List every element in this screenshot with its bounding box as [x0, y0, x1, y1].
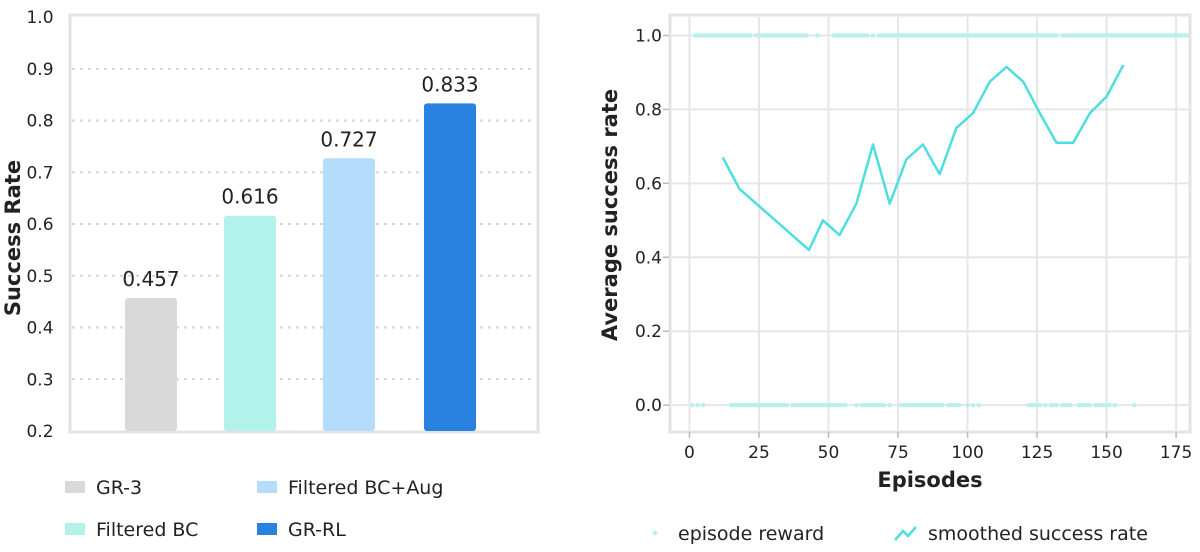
episode-reward-point: [970, 402, 976, 408]
bar-legend-label: GR-RL: [288, 519, 346, 541]
episode-reward-point: [815, 33, 820, 38]
episode-reward-point: [804, 33, 809, 38]
episode-reward-point: [1087, 402, 1093, 408]
episode-reward-point: [965, 402, 970, 408]
bar-y-tick-label: 0.2: [26, 422, 53, 442]
bar-chart: 0.20.30.40.50.60.70.80.91.0 0.4570.6160.…: [1, 8, 540, 541]
episode-reward-point: [865, 33, 870, 38]
line-grid: [663, 17, 1190, 438]
line-y-tick-labels: 0.0 0.2 0.4 0.6 0.8 1.0: [635, 26, 662, 416]
bar-legend-swatch: [65, 481, 85, 493]
smoothed-success-series: [721, 64, 1125, 252]
line-x-tick-labels: 0 25 50 75 100 125 150 175: [684, 443, 1192, 463]
episode-reward-point: [940, 402, 945, 408]
line-x-tick-label: 125: [1021, 443, 1053, 463]
episode-reward-point: [842, 402, 848, 408]
bar-y-tick-label: 0.7: [26, 163, 53, 183]
line-x-tick-label: 50: [818, 443, 840, 463]
bar: [125, 298, 177, 431]
bar-legend-label: GR-3: [96, 477, 142, 499]
episode-reward-point: [887, 402, 892, 408]
legend-smoothed-marker: [894, 526, 917, 541]
bar-y-tick-label: 0.5: [26, 267, 53, 287]
bar-chart-frame: [68, 13, 540, 434]
line-y-tick-label: 0.4: [635, 248, 662, 268]
episode-reward-dots: [690, 33, 1190, 408]
line-y-tick-label: 0.2: [635, 322, 662, 342]
bar-data-label: 0.833: [421, 72, 478, 96]
bar-legend-swatch: [65, 523, 85, 535]
episode-reward-point: [1185, 33, 1190, 38]
bar-y-tick-label: 0.3: [26, 370, 53, 390]
episode-reward-point: [956, 402, 962, 408]
bar: [323, 158, 375, 431]
line-x-tick-label: 25: [748, 443, 770, 463]
episode-reward-point: [854, 402, 859, 408]
bar-data-label: 0.616: [221, 185, 278, 209]
bar-y-tick-label: 0.4: [26, 319, 53, 339]
legend-smoothed-label: smoothed success rate: [928, 523, 1148, 545]
line-legend: episode reward smoothed success rate: [652, 523, 1148, 545]
episode-reward-point: [976, 402, 981, 408]
episode-reward-point: [1037, 402, 1043, 408]
line-x-tick-label: 0: [684, 443, 695, 463]
bar-y-tick-label: 1.0: [26, 8, 53, 28]
legend-episode-reward-label: episode reward: [678, 523, 824, 545]
bar-data-label: 0.457: [122, 267, 179, 291]
bar-y-tick-labels: 0.2 0.3 0.4 0.5 0.6 0.7 0.8 0.9 1.0: [26, 8, 53, 442]
episode-reward-point: [701, 402, 706, 408]
line-chart: 0 25 50 75 100 125 150 175 0.0 0.2 0.4 0.6 0.8 1.0 E…: [600, 13, 1192, 545]
episode-reward-point: [690, 402, 695, 408]
episode-reward-point: [1068, 402, 1073, 408]
line-x-tick-label: 175: [1160, 443, 1192, 463]
bars: 0.457 0.616 0.727 0.833: [122, 72, 479, 432]
line-x-axis-title: Episodes: [877, 468, 982, 492]
bar-legend-label: Filtered BC: [96, 519, 198, 541]
episode-reward-point: [1132, 402, 1137, 408]
episode-reward-point: [1054, 33, 1059, 38]
line-y-tick-label: 0.6: [635, 174, 662, 194]
line-chart-frame: [668, 13, 1192, 434]
bar: [224, 215, 276, 431]
bar-y-tick-label: 0.6: [26, 215, 53, 235]
bar-y-tick-label: 0.8: [26, 112, 53, 132]
bar-legend: GR-3 Filtered BC Filtered BC+Aug GR-RL: [65, 477, 443, 541]
bar-legend-swatch: [257, 481, 277, 493]
episode-reward-point: [881, 402, 887, 408]
episode-reward-point: [1043, 402, 1048, 408]
bar-y-tick-label: 0.9: [26, 60, 53, 80]
legend-episode-reward-marker: [652, 530, 658, 536]
episode-reward-point: [1054, 402, 1059, 408]
line-y-axis-title: Average success rate: [600, 89, 622, 341]
episode-reward-point: [695, 402, 701, 408]
line-y-tick-label: 1.0: [635, 26, 662, 46]
episode-reward-point: [784, 402, 789, 408]
episode-reward-point: [870, 33, 876, 38]
line-x-tick-label: 150: [1090, 443, 1122, 463]
line-y-tick-label: 0.8: [635, 100, 662, 120]
line-x-tick-label: 100: [951, 443, 983, 463]
line-y-tick-label: 0.0: [635, 396, 662, 416]
line-x-tick-label: 75: [887, 443, 909, 463]
smoothed-success-line: [721, 64, 1125, 252]
bar: [424, 103, 476, 432]
episode-reward-point: [748, 33, 753, 38]
bar-legend-label: Filtered BC+Aug: [288, 477, 443, 499]
bar-legend-swatch: [257, 523, 277, 535]
episode-reward-point: [1107, 402, 1112, 408]
bar-y-axis-title: Success Rate: [1, 160, 25, 316]
bar-data-label: 0.727: [320, 127, 377, 151]
episode-reward-point: [1112, 402, 1118, 408]
